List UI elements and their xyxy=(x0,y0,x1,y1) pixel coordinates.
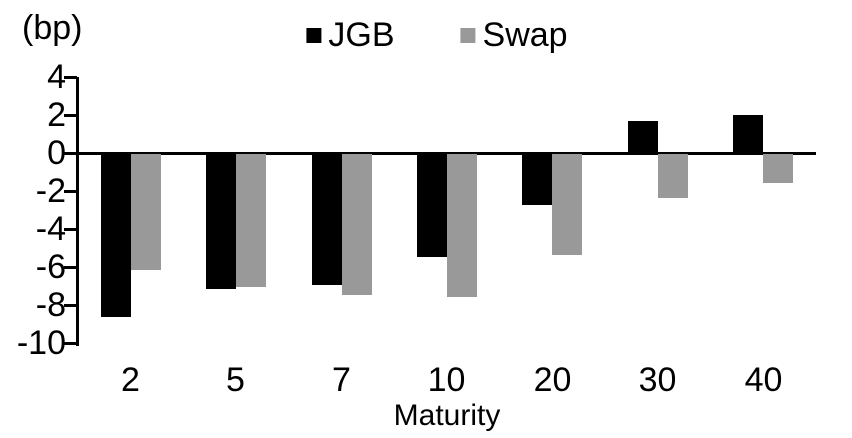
bar-jgb-10 xyxy=(417,154,447,257)
y-axis-tick xyxy=(64,266,77,269)
y-axis-tick xyxy=(64,76,77,79)
legend-item-swap: Swap xyxy=(460,16,568,54)
legend-item-jgb: JGB xyxy=(306,16,395,54)
x-axis-title: Maturity xyxy=(393,399,501,432)
bar-swap-2 xyxy=(131,154,161,270)
x-axis-category-label: 40 xyxy=(744,361,783,399)
y-axis-tick-label: 0 xyxy=(47,134,66,172)
legend-label-jgb: JGB xyxy=(328,16,395,54)
legend-swatch-swap-icon xyxy=(460,27,476,43)
y-axis-tick xyxy=(64,228,77,231)
bar-swap-10 xyxy=(447,154,477,297)
bar-jgb-30 xyxy=(628,121,658,153)
bar-swap-5 xyxy=(236,154,266,287)
y-axis-tick xyxy=(64,114,77,117)
y-axis-tick xyxy=(64,190,77,193)
y-axis-unit-label: (bp) xyxy=(22,9,83,47)
bar-jgb-7 xyxy=(312,154,342,285)
bar-jgb-2 xyxy=(101,154,131,317)
x-axis-category-label: 7 xyxy=(332,361,351,399)
y-axis-line xyxy=(76,77,79,346)
bar-swap-40 xyxy=(763,154,793,183)
x-axis-category-label: 30 xyxy=(638,361,677,399)
bar-swap-20 xyxy=(552,154,582,255)
bar-swap-30 xyxy=(658,154,688,198)
bar-jgb-5 xyxy=(206,154,236,289)
y-axis-tick-label: -8 xyxy=(35,286,66,324)
y-axis-tick-label: 2 xyxy=(47,96,66,134)
y-axis-tick-label: -4 xyxy=(35,210,66,248)
y-axis-tick-label: 4 xyxy=(47,58,66,96)
bar-jgb-40 xyxy=(733,115,763,153)
legend-label-swap: Swap xyxy=(482,16,568,54)
y-axis-tick-label: -2 xyxy=(35,172,66,210)
y-axis-tick xyxy=(64,342,77,345)
x-axis-category-label: 5 xyxy=(226,361,245,399)
legend-swatch-jgb-icon xyxy=(306,27,322,43)
x-axis-zero-line xyxy=(77,152,816,155)
x-axis-category-label: 10 xyxy=(427,361,466,399)
y-axis-tick xyxy=(64,152,77,155)
y-axis-tick-label: -6 xyxy=(35,248,66,286)
x-axis-category-label: 20 xyxy=(533,361,572,399)
y-axis-tick-label: -10 xyxy=(16,324,66,362)
x-axis-category-label: 2 xyxy=(121,361,140,399)
y-axis-tick xyxy=(64,304,77,307)
bar-jgb-20 xyxy=(522,154,552,205)
legend: JGB Swap xyxy=(306,16,568,54)
bar-swap-7 xyxy=(342,154,372,295)
